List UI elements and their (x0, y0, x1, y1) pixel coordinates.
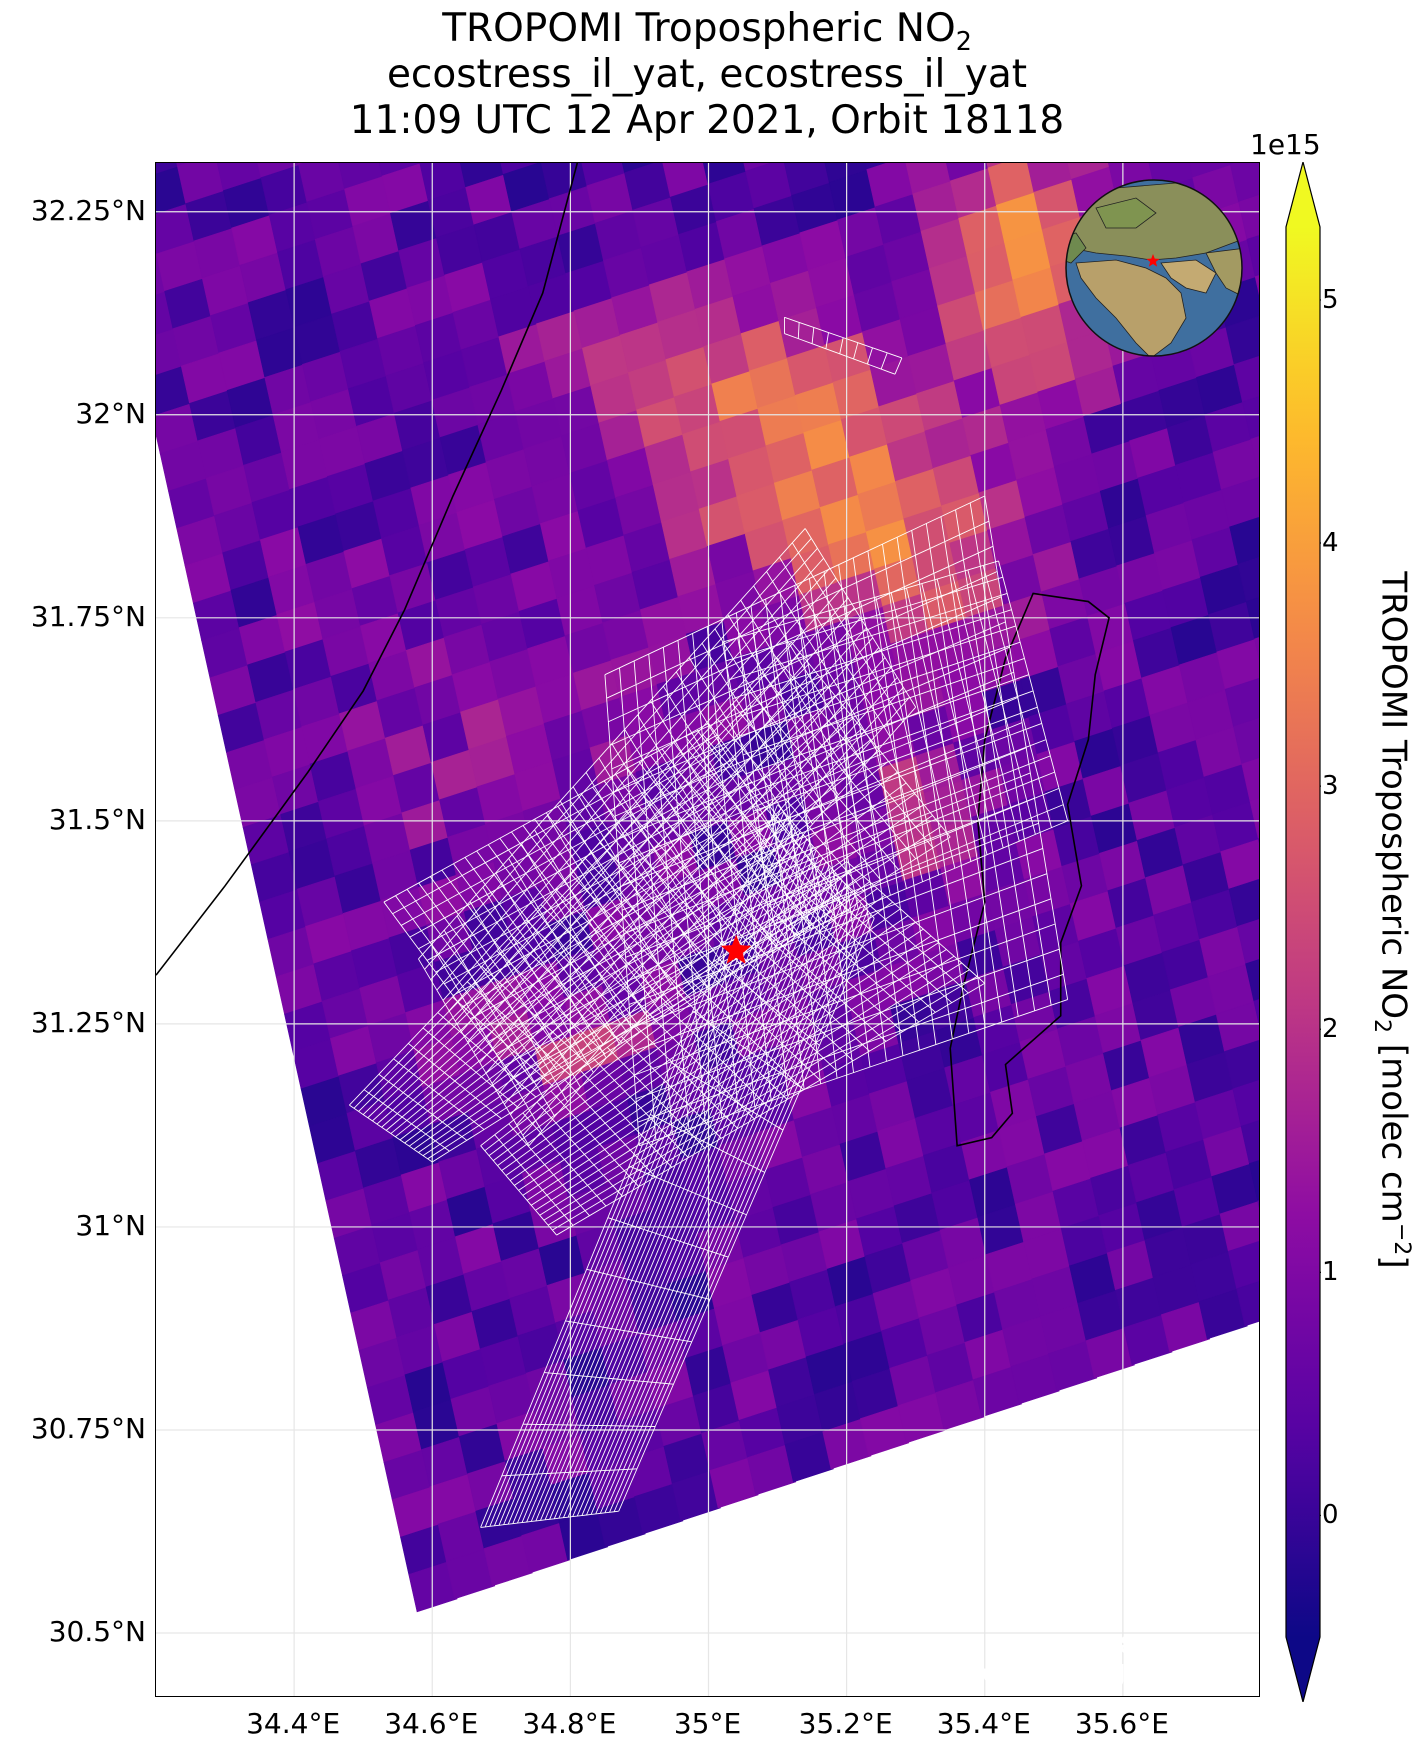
created-date: Created 8 Oct 2024 (1021, 1633, 1247, 1659)
globe-site-marker (1146, 254, 1160, 267)
colorbar-extend-min (1286, 1637, 1320, 1702)
site-star-marker (720, 934, 752, 964)
lat-tick-label: 30.75°N (30, 1411, 146, 1445)
colorbar-label: TROPOMI Tropospheric NO2 [molec cm−2] (1368, 571, 1414, 1269)
lon-tick-label: 34.6°E (384, 1707, 479, 1740)
colorbar-extend-max (1286, 162, 1320, 227)
dead-sea-outline (949, 592, 1110, 1147)
coastline (156, 163, 579, 976)
source-text: Source: NASA/JPL-Caltech (953, 1661, 1247, 1687)
lon-tick-label: 35.4°E (936, 1707, 1031, 1740)
colorbar-tick-label: 4 (1322, 528, 1339, 559)
lat-tick-label: 31°N (75, 1208, 146, 1242)
lon-tick-label: 34.4°E (246, 1707, 341, 1740)
map-panel (155, 162, 1260, 1697)
colorbar-tick-label: 0 (1322, 1500, 1339, 1531)
ecostress-footprints (349, 316, 1069, 1528)
credit-text: Created 8 Oct 2024 Source: NASA/JPL-Calt… (953, 1632, 1247, 1688)
globe-inset (1065, 179, 1243, 357)
lat-tick-label: 32.25°N (30, 193, 146, 227)
lon-tick-label: 35.6°E (1074, 1707, 1169, 1740)
lon-tick-label: 35°E (673, 1707, 742, 1740)
map-title-line1: TROPOMI Tropospheric NO2 (442, 6, 972, 56)
lat-tick-label: 31.75°N (30, 599, 146, 633)
colorbar-tick-label: 3 (1322, 771, 1339, 802)
lat-tick-label: 30.5°N (48, 1615, 146, 1649)
map-title-line3: 11:09 UTC 12 Apr 2021, Orbit 18118 (349, 98, 1065, 143)
colorbar-exponent: 1e15 (1250, 128, 1321, 161)
map-title-line2: ecostress_il_yat, ecostress_il_yat (386, 52, 1028, 97)
lat-tick-label: 31.5°N (48, 802, 146, 836)
colorbar-tick-label: 1 (1322, 1257, 1339, 1288)
colorbar-tick-label: 5 (1322, 284, 1339, 315)
no2-map (156, 163, 1259, 1696)
colorbar (1285, 162, 1321, 1702)
lat-tick-label: 32°N (75, 396, 146, 430)
lon-tick-label: 35.2°E (798, 1707, 893, 1740)
colorbar-tick-label: 2 (1322, 1014, 1339, 1045)
lat-tick-label: 31.25°N (30, 1005, 146, 1039)
lon-tick-label: 34.8°E (522, 1707, 617, 1740)
